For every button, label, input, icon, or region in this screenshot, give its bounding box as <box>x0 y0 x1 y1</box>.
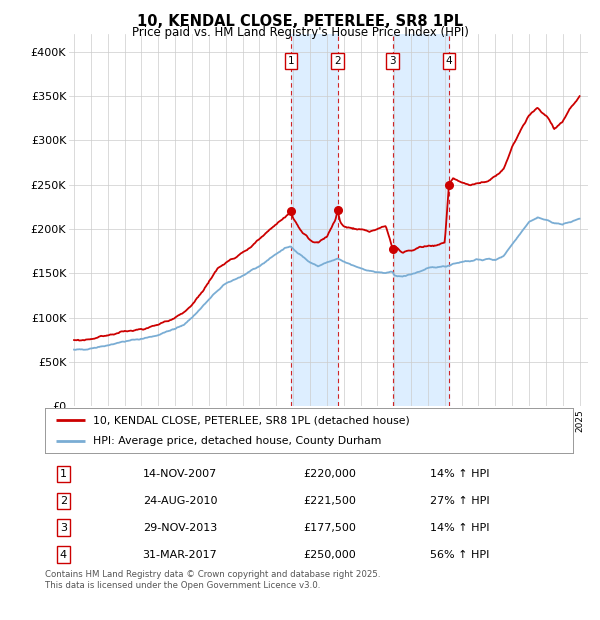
Text: 3: 3 <box>60 523 67 533</box>
Text: £177,500: £177,500 <box>304 523 356 533</box>
Text: £220,000: £220,000 <box>304 469 356 479</box>
Text: 14-NOV-2007: 14-NOV-2007 <box>143 469 217 479</box>
Text: 14% ↑ HPI: 14% ↑ HPI <box>430 469 490 479</box>
Bar <box>393 34 449 406</box>
Text: 4: 4 <box>60 549 67 560</box>
Text: 14% ↑ HPI: 14% ↑ HPI <box>430 523 490 533</box>
Text: £250,000: £250,000 <box>304 549 356 560</box>
Text: 31-MAR-2017: 31-MAR-2017 <box>143 549 217 560</box>
Bar <box>291 34 338 406</box>
Text: £221,500: £221,500 <box>304 496 356 506</box>
Text: Price paid vs. HM Land Registry's House Price Index (HPI): Price paid vs. HM Land Registry's House … <box>131 26 469 39</box>
Text: 10, KENDAL CLOSE, PETERLEE, SR8 1PL: 10, KENDAL CLOSE, PETERLEE, SR8 1PL <box>137 14 463 29</box>
Text: 10, KENDAL CLOSE, PETERLEE, SR8 1PL (detached house): 10, KENDAL CLOSE, PETERLEE, SR8 1PL (det… <box>92 415 409 425</box>
Text: 3: 3 <box>389 56 396 66</box>
Text: 1: 1 <box>60 469 67 479</box>
Text: 27% ↑ HPI: 27% ↑ HPI <box>430 496 490 506</box>
Text: 29-NOV-2013: 29-NOV-2013 <box>143 523 217 533</box>
Text: 2: 2 <box>60 496 67 506</box>
Text: 1: 1 <box>287 56 294 66</box>
Text: 2: 2 <box>334 56 341 66</box>
Text: 4: 4 <box>446 56 452 66</box>
Text: HPI: Average price, detached house, County Durham: HPI: Average price, detached house, Coun… <box>92 436 381 446</box>
Text: 56% ↑ HPI: 56% ↑ HPI <box>430 549 490 560</box>
Text: Contains HM Land Registry data © Crown copyright and database right 2025.
This d: Contains HM Land Registry data © Crown c… <box>45 570 380 590</box>
Text: 24-AUG-2010: 24-AUG-2010 <box>143 496 217 506</box>
